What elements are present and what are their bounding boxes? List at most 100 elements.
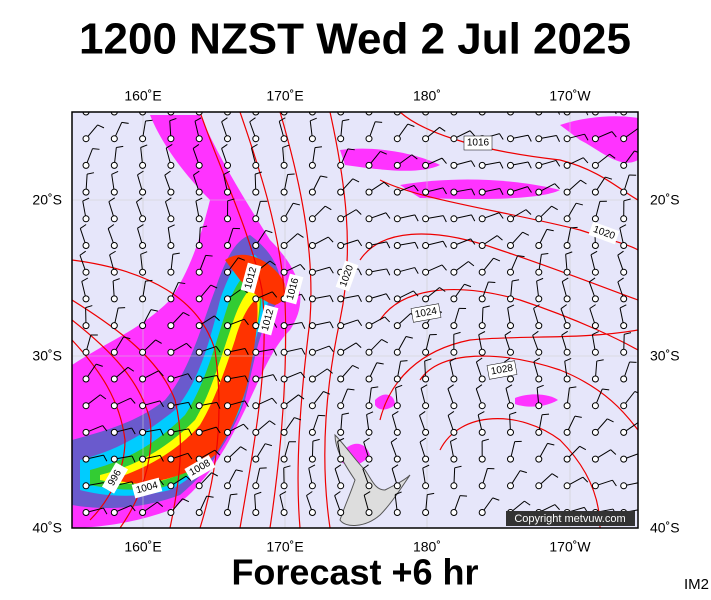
wind-barb [188, 402, 193, 409]
wind-barb [641, 106, 645, 112]
wind-barb [252, 135, 260, 143]
wind-barb [280, 215, 288, 223]
wind-barb [507, 455, 514, 463]
wind-barb [419, 437, 427, 443]
wind-barb [496, 235, 503, 241]
wind-barb [393, 215, 401, 223]
wind-barb [619, 304, 627, 309]
wind-barb [337, 437, 345, 442]
wind-barb [227, 198, 235, 202]
wind-barb [221, 144, 228, 149]
wind-barb [422, 242, 430, 249]
wind-barb [357, 239, 363, 247]
wind-barb [110, 268, 118, 276]
wind-barb [450, 402, 458, 410]
wind-barb [419, 411, 426, 416]
wind-barb [591, 188, 599, 196]
right-label: 30˚S [650, 348, 680, 364]
wind-barb [355, 209, 362, 215]
wind-barb [252, 482, 260, 490]
wind-barb [422, 268, 430, 276]
wind-barb [308, 135, 316, 143]
right-label: 40˚S [650, 520, 680, 536]
wind-barb [620, 188, 628, 196]
wind-barb [195, 197, 203, 202]
wind-barb [150, 309, 158, 312]
wind-barb [103, 454, 108, 462]
isobar-label: 1028 [490, 363, 514, 378]
copyright-box [506, 511, 635, 526]
wind-barb [563, 428, 571, 436]
wind-barb [82, 428, 90, 436]
wind-barb [591, 482, 599, 490]
wind-barb [280, 322, 288, 330]
wind-barb [271, 397, 278, 404]
wind-barb [590, 250, 598, 256]
wind-barb [450, 295, 458, 303]
wind-barb [620, 161, 628, 169]
wind-barb [155, 339, 162, 344]
wind-barb [393, 322, 401, 330]
wind-barb [244, 375, 249, 383]
wind-barb [439, 126, 446, 132]
wind-barb [108, 197, 116, 203]
wind-barb [301, 322, 306, 329]
wind-barb [156, 501, 164, 507]
wind-barb [127, 366, 135, 372]
wind-barb [499, 188, 504, 195]
wind-barb [140, 251, 148, 255]
wind-barb [252, 242, 260, 249]
wind-barb [86, 112, 87, 113]
wind-barb [366, 411, 374, 416]
wind-barb [535, 322, 543, 330]
wind-barb [308, 161, 316, 169]
wind-barb [337, 509, 345, 516]
wind-barb [579, 445, 587, 451]
wind-barb [453, 112, 455, 113]
wind-barb [230, 493, 238, 496]
wind-barb [308, 509, 316, 516]
wind-barb [607, 418, 614, 423]
wind-barb [365, 509, 373, 516]
wind-barb [167, 242, 175, 249]
wind-barb [505, 384, 513, 389]
wind-barb [192, 144, 200, 149]
wind-barb [334, 491, 341, 496]
wind-barb [620, 428, 628, 436]
wind-barb [476, 357, 483, 363]
wind-barb [170, 112, 172, 113]
wind-barb [507, 268, 514, 276]
wind-barb [195, 375, 203, 383]
wind-barb [340, 112, 341, 113]
wind-barb [478, 161, 486, 169]
wind-barb [365, 295, 373, 303]
wind-barb [137, 224, 144, 229]
wind-barb [478, 375, 486, 383]
wind-barb [591, 268, 599, 276]
wind-barb [159, 455, 164, 462]
wind-barb [264, 443, 272, 447]
wind-barb [92, 148, 100, 150]
wind-barb [376, 362, 384, 365]
wind-barb [560, 304, 567, 310]
wind-barb [224, 375, 231, 383]
wind-barb [482, 112, 484, 113]
wind-barb [301, 348, 306, 355]
copyright: Copyright metvuw.com [514, 513, 625, 525]
wind-barb [324, 205, 332, 211]
wind-barb [471, 188, 476, 196]
wind-barb [393, 135, 401, 143]
wind-barb [467, 100, 473, 104]
wind-barb [271, 291, 278, 298]
wind-barb [240, 446, 247, 451]
wind-barb [634, 391, 638, 394]
wind-barb [442, 215, 447, 223]
wind-barb [492, 497, 500, 501]
wind-barb [536, 277, 544, 282]
wind-barb [101, 102, 106, 107]
bottom-label: 160˚E [124, 539, 161, 555]
wind-barb [337, 242, 345, 249]
wind-barb [216, 402, 221, 409]
wind-barb [167, 348, 175, 356]
